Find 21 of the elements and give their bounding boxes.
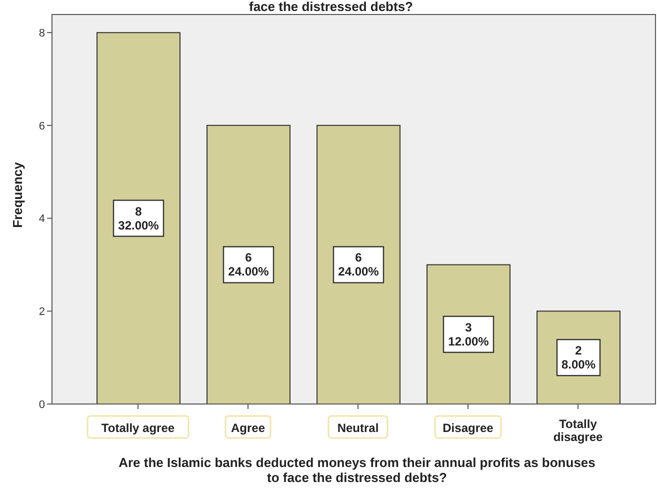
data-label: 8 32.00% — [118, 204, 160, 232]
y-axis-title: Frequency — [10, 161, 25, 228]
x-axis-title: Are the Islamic banks deducted moneys from their annual profits as bonuses to face the distressed debts? — [118, 455, 596, 485]
bar — [206, 124, 290, 404]
data-label: 2 8.00% — [561, 344, 596, 372]
y-tick-label: 2 — [38, 306, 45, 318]
y-tick-label: 8 — [38, 27, 45, 40]
x-tick-label: Totally disagree — [553, 417, 604, 444]
x-tick-label: Disagree — [442, 421, 494, 435]
bar — [96, 32, 180, 404]
data-label: 6 24.00% — [338, 250, 380, 279]
y-tick-label: 6 — [38, 120, 45, 132]
x-tick-label: Agree — [230, 421, 266, 435]
y-tick-label: 4 — [38, 213, 45, 226]
bar — [316, 124, 400, 404]
y-tick-label: 0 — [38, 398, 45, 411]
chart-title: face the distressed debts? — [249, 0, 414, 14]
data-label: 3 12.00% — [448, 320, 490, 348]
x-tick-label: Neutral — [337, 421, 379, 435]
x-tick-label: Totally agree — [101, 421, 175, 435]
data-label: 6 24.00% — [228, 250, 270, 279]
